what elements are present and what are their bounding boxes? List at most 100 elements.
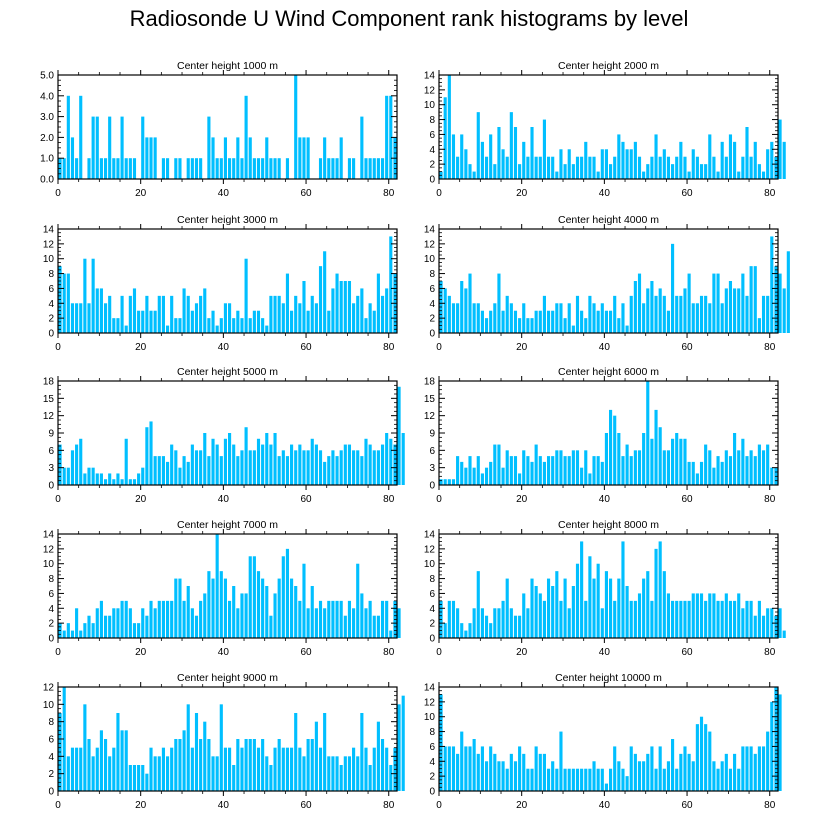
histogram-bar (124, 325, 128, 333)
histogram-bar (306, 310, 310, 333)
histogram-bar (215, 444, 219, 485)
histogram-bar (571, 325, 575, 333)
histogram-bar (691, 149, 695, 179)
histogram-bar (145, 137, 149, 179)
histogram-bar (256, 571, 261, 638)
histogram-bar (380, 600, 385, 638)
histogram-bar (194, 713, 199, 791)
histogram-bar (588, 156, 592, 179)
histogram-bar (132, 623, 137, 638)
histogram-bar (203, 433, 207, 485)
histogram-bar (174, 739, 178, 791)
histogram-bar (223, 578, 227, 638)
histogram-bar (215, 756, 219, 791)
histogram-bar (505, 156, 509, 179)
histogram-panel-6: Center height 6000 m 0 3 6 9 12 15 18 0 20 40 60 80 (424, 366, 779, 505)
panel-title: Center height 1000 m (177, 60, 278, 72)
histogram-bar (149, 421, 153, 485)
histogram-bar (716, 171, 720, 179)
histogram-bar (464, 746, 468, 791)
histogram-bar (236, 739, 240, 791)
histogram-bar (70, 450, 75, 485)
histogram-bar (542, 600, 546, 638)
histogram-bar (476, 303, 480, 333)
histogram-bar (513, 456, 518, 485)
panel-title: Center height 6000 m (558, 366, 659, 378)
histogram-bar (505, 450, 509, 485)
histogram-bar (83, 473, 87, 485)
histogram-bar (695, 473, 699, 485)
histogram-bar (443, 97, 447, 179)
histogram-bar (584, 141, 588, 179)
histogram-bar (112, 608, 116, 638)
histogram-panel-2: Center height 2000 m 0 2 4 6 8 10 12 14 0 20 40 60 80 (424, 60, 786, 199)
histogram-bar (778, 273, 782, 333)
histogram-bar (99, 600, 103, 638)
histogram-bar (476, 456, 480, 485)
histogram-bar (439, 479, 443, 485)
histogram-bar (347, 600, 352, 638)
histogram-bar (66, 95, 70, 179)
histogram-bar (501, 149, 505, 179)
y-tick-label: 3 (429, 463, 435, 474)
histogram-bar (261, 444, 265, 485)
x-tick-label: 40 (218, 342, 230, 353)
histogram-bar (526, 318, 530, 333)
histogram-bar (306, 137, 310, 179)
histogram-bar (232, 586, 236, 638)
histogram-bar (584, 600, 588, 638)
histogram-bar (199, 295, 203, 333)
histogram-bar (745, 127, 749, 179)
histogram-bar (393, 444, 397, 485)
x-tick-label: 60 (300, 647, 312, 658)
histogram-bar (137, 473, 141, 485)
histogram-bar (575, 768, 580, 791)
histogram-bar (741, 156, 745, 179)
histogram-bar (244, 258, 248, 333)
histogram-bar (170, 747, 174, 791)
histogram-bar (728, 456, 733, 485)
histogram-bar (464, 149, 468, 179)
histogram-bar (108, 756, 112, 791)
histogram-bar (662, 450, 666, 485)
histogram-bar (108, 295, 112, 333)
histogram-bar (650, 156, 654, 179)
histogram-bar (526, 456, 530, 485)
y-tick-label: 12 (424, 85, 436, 96)
histogram-bar (290, 310, 294, 333)
histogram-bar (364, 158, 368, 179)
histogram-bar (637, 593, 642, 638)
histogram-bar (518, 164, 522, 179)
histogram-bar (712, 156, 716, 179)
histogram-bar (695, 724, 699, 791)
histogram-bar (318, 600, 323, 638)
histogram-bar (472, 303, 476, 333)
histogram-bar (269, 158, 273, 179)
histogram-bar (281, 556, 285, 638)
histogram-bar (368, 303, 372, 333)
histogram-bar (518, 318, 522, 333)
histogram-bar (397, 386, 401, 485)
histogram-bar (232, 765, 236, 791)
histogram-bar (70, 630, 75, 638)
histogram-bar (207, 116, 211, 179)
histogram-bar (360, 288, 364, 333)
histogram-bar (372, 747, 376, 791)
histogram-bar (236, 310, 240, 333)
histogram-bar (534, 156, 538, 179)
histogram-bar (555, 571, 559, 638)
histogram-bar (223, 137, 227, 179)
histogram-bar (633, 600, 637, 638)
histogram-bar (352, 608, 356, 638)
histogram-bar (637, 450, 642, 485)
histogram-bar (741, 746, 745, 791)
histogram-bar (468, 623, 472, 638)
histogram-bar (269, 765, 273, 791)
histogram-bar (555, 450, 559, 485)
histogram-bar (343, 756, 347, 791)
y-tick-label: 14 (424, 71, 436, 82)
x-tick-label: 20 (135, 647, 147, 658)
histogram-bar (778, 119, 782, 179)
histogram-bar (489, 310, 493, 333)
histogram-bar (559, 600, 563, 638)
